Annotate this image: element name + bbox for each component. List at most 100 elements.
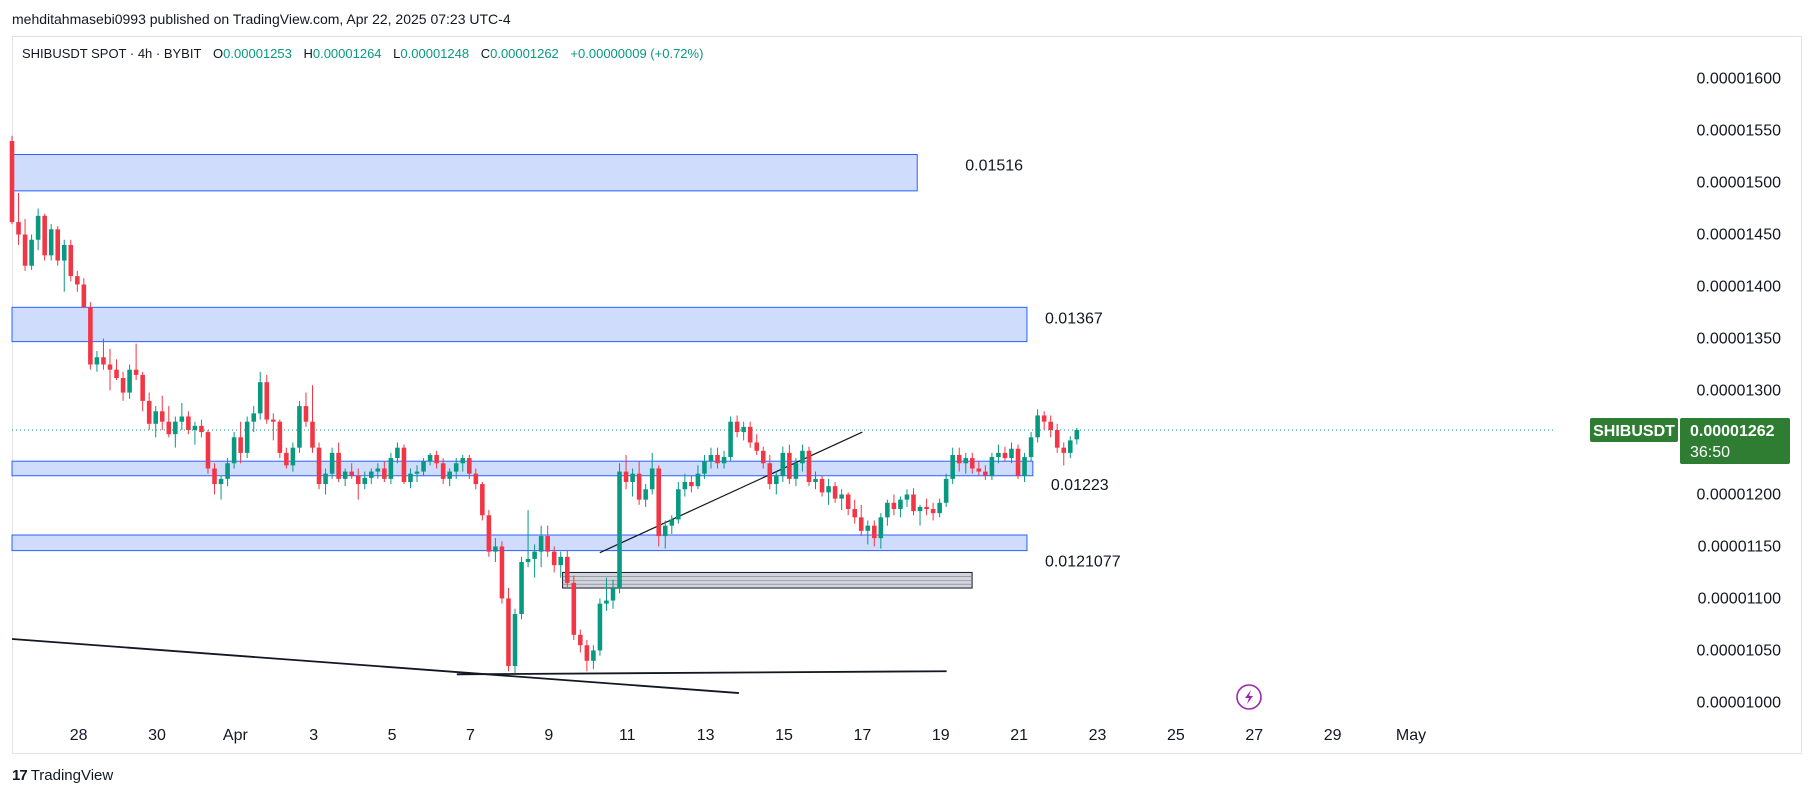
time-tick-label: 25 (1167, 727, 1185, 744)
candle (623, 471, 629, 482)
time-tick-label: 19 (932, 727, 950, 744)
candle (747, 426, 753, 443)
last-price-text: 0.00001262 (1690, 423, 1775, 440)
candle (1054, 430, 1060, 448)
time-tick-label: 3 (309, 727, 318, 744)
price-tick-label: 0.00001000 (1696, 694, 1781, 711)
candle (114, 369, 119, 379)
candle (94, 357, 100, 365)
candle (375, 468, 381, 472)
candle (898, 499, 903, 510)
candle (408, 473, 413, 482)
candle (1028, 437, 1034, 458)
candle (101, 357, 106, 365)
candle (512, 614, 518, 667)
candle (421, 461, 426, 472)
legend-open-key: O (213, 46, 224, 61)
candle (303, 406, 309, 422)
candle (610, 588, 616, 601)
last-price-label-group: SHIBUSDT 0.00001262 36:50 (1590, 418, 1790, 465)
time-tick-label: 7 (466, 727, 475, 744)
candle (604, 600, 609, 604)
candle (904, 494, 910, 500)
candle (708, 454, 714, 462)
legend-close: 0.00001262 (490, 46, 559, 61)
candle (277, 421, 283, 453)
candle (780, 452, 786, 476)
candle (395, 447, 400, 459)
candle (127, 369, 132, 393)
candle (9, 140, 15, 223)
candle (715, 454, 720, 464)
price-tick-label: 0.00001350 (1696, 331, 1781, 348)
candle (819, 478, 825, 493)
candle (329, 452, 335, 474)
candle (1022, 457, 1027, 476)
candle (649, 468, 655, 490)
candle (669, 519, 675, 526)
candle (643, 489, 648, 500)
candle (767, 463, 773, 485)
candle (297, 406, 302, 448)
price-tick-label: 0.00001500 (1696, 175, 1781, 192)
candle (1061, 447, 1067, 453)
candle (878, 517, 884, 539)
candle (166, 421, 172, 435)
candle (349, 471, 354, 476)
candle (310, 421, 315, 448)
candle (342, 471, 348, 479)
price-tick-label: 0.00001550 (1696, 123, 1781, 140)
candle (29, 239, 34, 266)
price-tick-label: 0.00001100 (1698, 590, 1781, 607)
candle (401, 447, 407, 482)
last-price-badge (1680, 418, 1790, 465)
candle (186, 416, 191, 431)
candle (35, 215, 41, 240)
candle (61, 244, 67, 261)
candle (845, 494, 851, 510)
candle (244, 421, 250, 453)
legend-close-key: C (480, 46, 491, 61)
time-tick-label: 28 (70, 727, 88, 744)
candle (1048, 421, 1053, 431)
candle (597, 603, 603, 651)
time-tick-label: 15 (775, 727, 793, 744)
candle (813, 478, 818, 482)
candle (173, 421, 178, 435)
candle (806, 450, 812, 482)
candle (212, 468, 217, 485)
candle (721, 457, 727, 464)
candle (695, 473, 701, 487)
candle (983, 471, 988, 476)
lightning-icon[interactable] (1236, 684, 1262, 710)
candle (68, 244, 74, 277)
candle (48, 229, 54, 256)
candle (486, 515, 492, 552)
countdown-text: 36:50 (1690, 444, 1730, 461)
zone-0 (11, 153, 918, 192)
candle (865, 525, 871, 531)
candle (323, 473, 328, 485)
candle (800, 450, 805, 464)
candle (571, 582, 577, 635)
candle (88, 307, 93, 365)
legend-open: 0.00001253 (223, 46, 292, 61)
candle (636, 473, 642, 500)
time-tick-label: 29 (1324, 727, 1342, 744)
candle (1015, 448, 1021, 476)
candle (159, 411, 165, 422)
brand-name: TradingView (30, 767, 114, 784)
candle (989, 457, 995, 476)
candle (630, 473, 635, 482)
candle (290, 447, 296, 466)
time-tick-label: 17 (853, 727, 871, 744)
tradingview-brand[interactable]: 17 TradingView (12, 767, 113, 784)
candle (676, 489, 681, 520)
symbol-legend: SHIBUSDT SPOT · 4h · BYBIT O0.00001253 H… (22, 46, 703, 61)
candle (996, 452, 1001, 458)
candle (473, 473, 479, 485)
candle (891, 502, 897, 510)
time-tick-label: 5 (388, 727, 397, 744)
candle (153, 411, 159, 424)
